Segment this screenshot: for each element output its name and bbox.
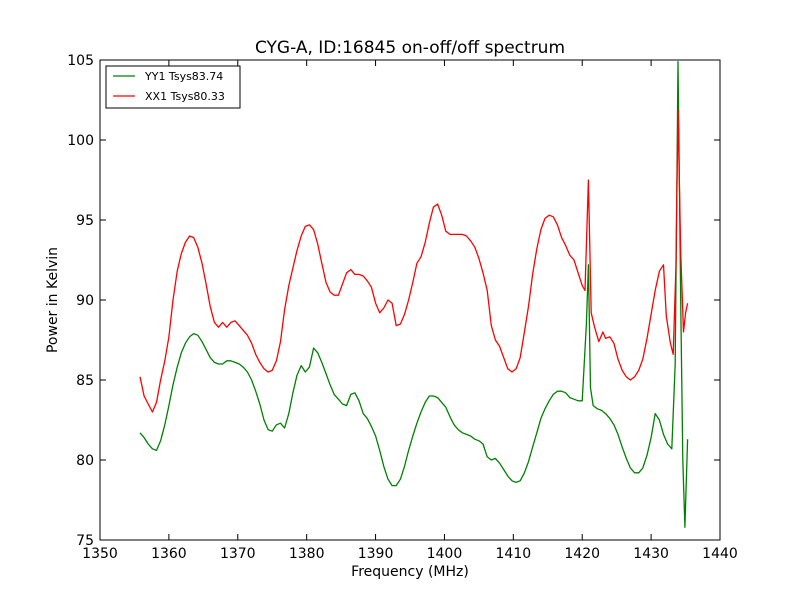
x-tick-label: 1390 [358, 546, 394, 562]
y-tick-label: 105 [67, 53, 94, 69]
series-line-yy1 [139, 60, 689, 528]
x-tick-label: 1440 [702, 546, 738, 562]
x-tick-label: 1350 [82, 546, 118, 562]
x-axis-label: Frequency (MHz) [351, 564, 469, 580]
y-axis-ticks: 75 80 85 90 95 100 105 [67, 53, 720, 549]
legend-label-yy1: YY1 Tsys83.74 [144, 70, 223, 83]
x-axis-ticks: 1350 1360 1370 1380 1390 1400 1410 1420 1430 1440 [82, 60, 738, 562]
plot-area [100, 60, 720, 540]
chart-title: CYG-A, ID:16845 on-off/off spectrum [255, 38, 565, 58]
series-line-xx1 [139, 108, 689, 413]
legend: YY1 Tsys83.74 XX1 Tsys80.33 [105, 65, 241, 109]
y-tick-label: 100 [67, 133, 94, 149]
series-lines [139, 60, 689, 528]
legend-box [105, 65, 241, 109]
x-tick-label: 1380 [289, 546, 325, 562]
legend-label-xx1: XX1 Tsys80.33 [145, 90, 225, 103]
y-tick-label: 95 [76, 213, 94, 229]
y-tick-label: 90 [76, 293, 94, 309]
x-tick-label: 1360 [151, 546, 187, 562]
y-tick-label: 80 [76, 453, 94, 469]
x-tick-label: 1430 [633, 546, 669, 562]
x-tick-label: 1400 [427, 546, 463, 562]
x-tick-label: 1410 [496, 546, 532, 562]
y-tick-label: 75 [76, 533, 94, 549]
x-tick-label: 1420 [564, 546, 600, 562]
y-tick-label: 85 [76, 373, 94, 389]
x-tick-label: 1370 [220, 546, 256, 562]
y-axis-label: Power in Kelvin [45, 247, 61, 353]
